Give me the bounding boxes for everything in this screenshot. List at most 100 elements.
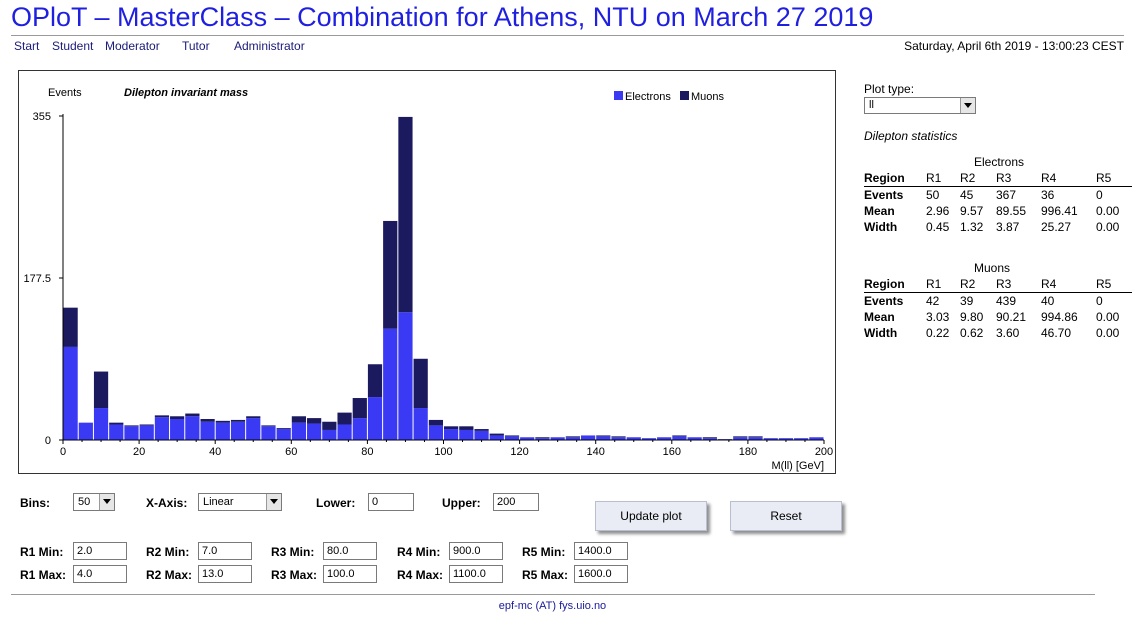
x-axis-label: M(ll) [GeV]: [771, 460, 824, 472]
table-row: Events 50 45 367 36 0: [864, 187, 1132, 204]
table-cell: 0.22: [926, 326, 950, 340]
electrons-bar: [565, 437, 580, 440]
table-cell: 439: [996, 294, 1017, 308]
chevron-down-icon[interactable]: [266, 494, 281, 510]
muons-bar: [428, 419, 443, 426]
electrons-bar: [794, 438, 809, 440]
table-cell: 46.70: [1041, 326, 1072, 340]
electrons-bar: [748, 437, 763, 440]
header-cell: R1: [926, 276, 960, 293]
legend-muons-swatch: [680, 91, 689, 100]
electrons-bar: [185, 416, 200, 440]
muons-bar: [748, 436, 763, 438]
y-tick-label: 0: [45, 435, 51, 447]
r2-min-input[interactable]: [198, 542, 252, 560]
legend-muons-label: Muons: [691, 91, 725, 103]
table-cell: 90.21: [996, 310, 1027, 324]
r2-min-label: R2 Min:: [146, 545, 190, 559]
table-cell: 2.96: [926, 204, 950, 218]
electrons-bar: [809, 437, 824, 440]
page-title: OPloT – MasterClass – Combination for At…: [11, 2, 874, 32]
muons-bar: [307, 418, 322, 424]
table-cell: 0.00: [1096, 204, 1120, 218]
table-row: Width 0.22 0.62 3.60 46.70 0.00: [864, 325, 1132, 341]
x-tick-label: 160: [663, 446, 681, 458]
title-divider: [11, 35, 1124, 36]
muons-bar: [565, 436, 580, 438]
table-cell: 996.41: [1041, 204, 1078, 218]
lower-label: Lower:: [316, 496, 356, 510]
table-cell: 0: [1096, 188, 1103, 202]
table-cell: 0.45: [926, 220, 950, 234]
chevron-down-icon[interactable]: [99, 494, 114, 510]
header-cell: Region: [864, 170, 926, 187]
r1-max-input[interactable]: [73, 565, 127, 583]
table-cell: 3.03: [926, 310, 950, 324]
nav-administrator-link[interactable]: Administrator: [234, 39, 305, 53]
table-cell: 3.87: [996, 220, 1020, 234]
upper-input[interactable]: [493, 493, 539, 511]
muons-bar: [398, 116, 413, 313]
muons-bar: [611, 436, 626, 438]
table-cell: 0.00: [1096, 310, 1120, 324]
legend-electrons-swatch: [614, 91, 623, 100]
nav-moderator-link[interactable]: Moderator: [105, 39, 160, 53]
bins-select[interactable]: 50: [73, 493, 115, 511]
electrons-bar: [230, 421, 246, 440]
table-header-row: Region R1 R2 R3 R4 R5: [864, 170, 1132, 187]
table-row: Width 0.45 1.32 3.87 25.27 0.00: [864, 219, 1132, 235]
r3-min-input[interactable]: [323, 542, 377, 560]
r3-max-label: R3 Max:: [271, 568, 318, 582]
bins-value: 50: [78, 496, 91, 508]
r4-max-input[interactable]: [449, 565, 503, 583]
muons-bar: [63, 307, 78, 347]
r4-min-input[interactable]: [449, 542, 503, 560]
table-cell: 0.00: [1096, 220, 1120, 234]
nav-start-link[interactable]: Start: [14, 39, 40, 53]
row-label: Mean: [864, 310, 895, 324]
r5-max-input[interactable]: [574, 565, 628, 583]
chart-legend: Electrons Muons: [614, 91, 725, 103]
header-cell: R3: [996, 170, 1041, 187]
table-cell: 50: [926, 188, 940, 202]
muons-bar: [139, 424, 154, 426]
muons-bar: [489, 433, 504, 436]
r5-min-input[interactable]: [574, 542, 628, 560]
lower-input[interactable]: [368, 493, 414, 511]
chart-title: Dilepton invariant mass: [124, 87, 248, 99]
r2-max-input[interactable]: [198, 565, 252, 583]
header-cell: R4: [1041, 170, 1096, 187]
x-axis-select[interactable]: Linear: [198, 493, 282, 511]
electrons-bar: [63, 346, 78, 440]
electrons-bar: [246, 418, 261, 440]
table-cell: 40: [1041, 294, 1055, 308]
r5-min-label: R5 Min:: [522, 545, 566, 559]
table-cell: 0: [1096, 294, 1103, 308]
header-cell: R1: [926, 170, 960, 187]
electrons-bar: [337, 424, 352, 440]
r1-min-input[interactable]: [73, 542, 127, 560]
electrons-bar: [641, 438, 657, 440]
reset-button[interactable]: Reset: [730, 501, 842, 531]
muons-bar: [154, 415, 170, 418]
electrons-bar: [109, 424, 124, 440]
x-tick-label: 120: [510, 446, 528, 458]
row-label: Events: [864, 188, 904, 202]
bins-label: Bins:: [20, 496, 50, 510]
x-tick-label: 100: [434, 446, 452, 458]
muons-bar: [93, 371, 109, 409]
plot-type-select[interactable]: ll: [864, 97, 976, 114]
nav-student-link[interactable]: Student: [52, 39, 94, 53]
update-plot-button[interactable]: Update plot: [595, 501, 707, 531]
footer-contact[interactable]: epf-mc (AT) fys.uio.no: [498, 600, 607, 612]
footer-divider: [11, 594, 1095, 595]
electrons-bar: [778, 438, 794, 440]
muons-bar: [200, 419, 215, 422]
electrons-bar: [352, 418, 367, 440]
nav-tutor-link[interactable]: Tutor: [182, 39, 210, 53]
electrons-bar: [535, 438, 550, 440]
x-axis-label-control: X-Axis:: [146, 496, 188, 510]
r3-max-input[interactable]: [323, 565, 377, 583]
muons-bar: [215, 420, 230, 423]
chevron-down-icon[interactable]: [960, 98, 975, 113]
